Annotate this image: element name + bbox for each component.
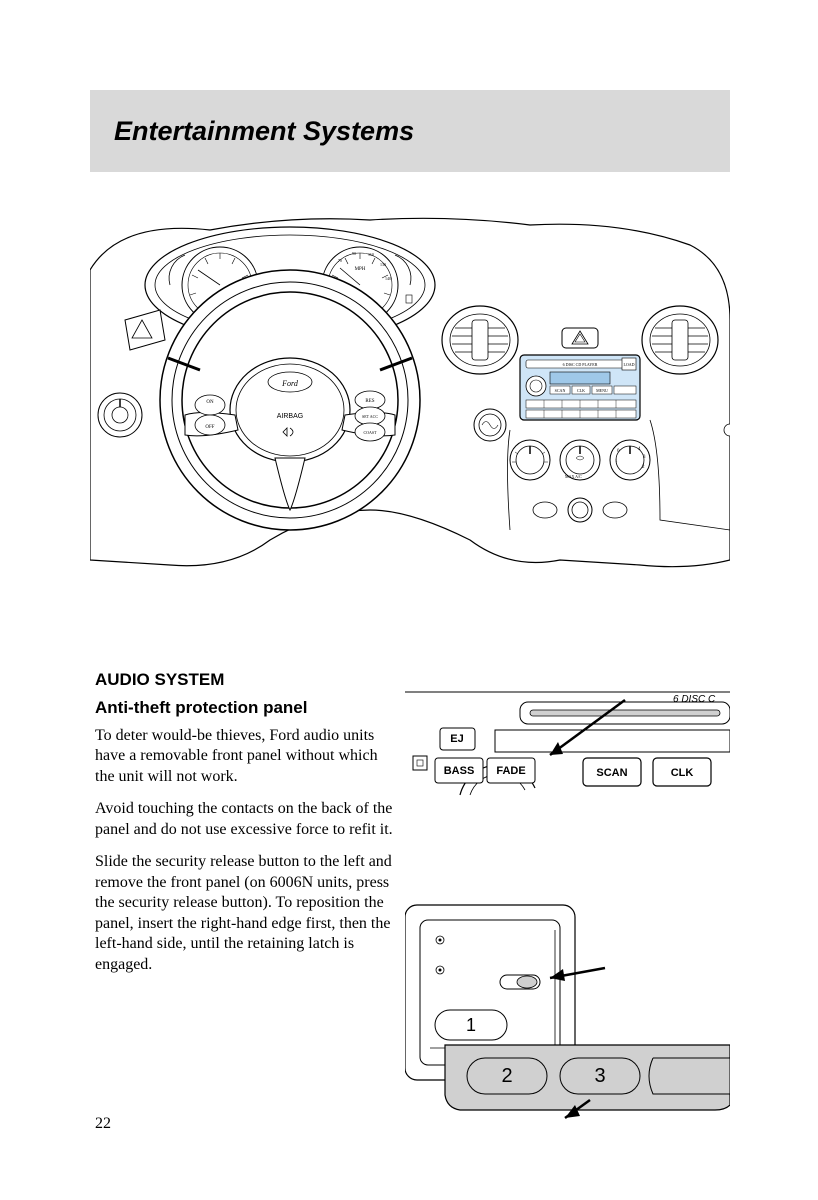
svg-text:BASS: BASS	[444, 765, 475, 777]
body-text-column: AUDIO SYSTEM Anti-theft protection panel…	[95, 670, 395, 987]
svg-text:AIRBAG: AIRBAG	[277, 413, 303, 420]
svg-text:90: 90	[352, 251, 356, 256]
section-heading: AUDIO SYSTEM	[95, 670, 395, 690]
sub-heading: Anti-theft protection panel	[95, 698, 395, 718]
svg-text:MAX A/C: MAX A/C	[565, 474, 582, 479]
svg-text:6 DISC C: 6 DISC C	[673, 694, 716, 705]
paragraph-1: To deter would-be thieves, Ford audio un…	[95, 726, 395, 787]
svg-text:1: 1	[466, 1015, 476, 1035]
svg-text:RES: RES	[365, 399, 374, 404]
svg-text:SCAN: SCAN	[555, 388, 566, 393]
svg-text:EJ: EJ	[450, 733, 463, 745]
svg-text:6 DISC CD PLAYER: 6 DISC CD PLAYER	[563, 362, 598, 367]
panel-remove-diagram: 1 2 3	[405, 900, 730, 1120]
svg-text:110: 110	[368, 252, 374, 257]
svg-text:SET ACC: SET ACC	[362, 414, 378, 419]
svg-text:Ford: Ford	[281, 379, 299, 388]
svg-text:MPH: MPH	[355, 267, 366, 272]
chapter-title: Entertainment Systems	[114, 116, 414, 147]
svg-text:140: 140	[385, 276, 391, 281]
paragraph-3: Slide the security release button to the…	[95, 852, 395, 975]
svg-text:LOAD: LOAD	[623, 362, 634, 367]
svg-text:OFF: OFF	[205, 425, 214, 430]
paragraph-2: Avoid touching the contacts on the back …	[95, 799, 395, 840]
svg-text:130: 130	[380, 262, 386, 267]
svg-text:70: 70	[338, 258, 342, 263]
chapter-header: Entertainment Systems	[90, 90, 730, 172]
radio-detail-diagram: 6 DISC C EJ BASS FADE SCAN CLK	[405, 680, 730, 810]
svg-text:SCAN: SCAN	[596, 767, 627, 779]
svg-text:MENU: MENU	[596, 388, 608, 393]
page-number: 22	[95, 1115, 111, 1133]
svg-text:COAST: COAST	[363, 430, 377, 435]
svg-text:CLK: CLK	[671, 767, 694, 779]
svg-text:CLK: CLK	[577, 388, 585, 393]
dashboard-diagram: x1000 MPH km/h 70 90 110 130 140 20 10 0…	[90, 200, 730, 580]
svg-text:ON: ON	[206, 400, 214, 405]
svg-text:3: 3	[594, 1065, 605, 1087]
svg-text:2: 2	[501, 1065, 512, 1087]
svg-text:FADE: FADE	[496, 765, 525, 777]
